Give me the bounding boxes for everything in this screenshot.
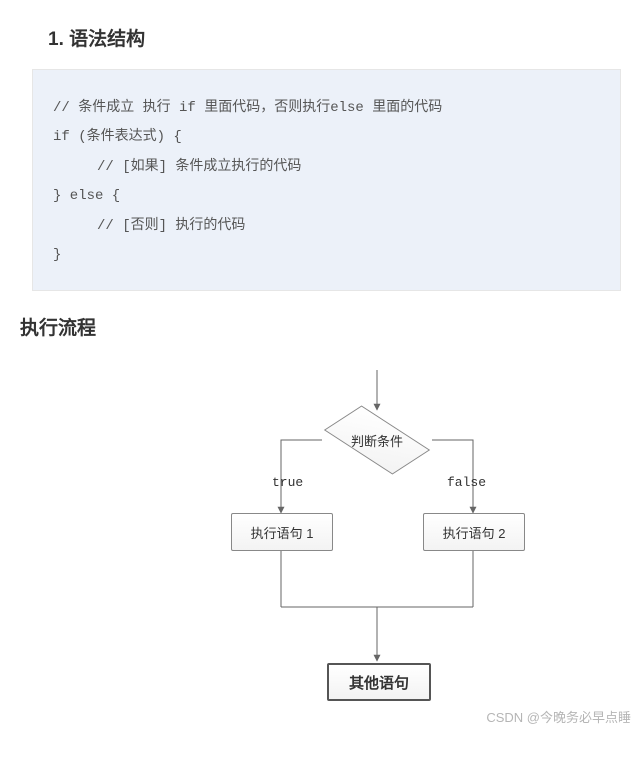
section-heading-flow: 执行流程	[20, 313, 641, 340]
flow-node-label: 执行语句 2	[443, 523, 506, 542]
flowchart: 判断条件 执行语句 1 执行语句 2 其他语句 true false CSDN …	[0, 340, 641, 730]
code-block: // 条件成立 执行 if 里面代码，否则执行else 里面的代码 if (条件…	[32, 69, 621, 291]
edge-label-false: false	[447, 475, 486, 490]
code-line: } else {	[53, 182, 600, 211]
flow-node-other: 其他语句	[327, 663, 431, 701]
watermark: CSDN @今晚务必早点睡	[486, 707, 631, 726]
code-line: // [如果] 条件成立执行的代码	[53, 153, 600, 182]
section-heading-syntax: 1. 语法结构	[48, 24, 641, 51]
code-line: // [否则] 执行的代码	[53, 212, 600, 241]
code-line: }	[53, 241, 600, 270]
flow-node-decision: 判断条件	[322, 410, 432, 470]
flow-node-stmt2: 执行语句 2	[423, 513, 525, 551]
flow-node-label: 判断条件	[322, 410, 432, 470]
edge-label-true: true	[272, 475, 303, 490]
code-line: // 条件成立 执行 if 里面代码，否则执行else 里面的代码	[53, 94, 600, 123]
flow-node-stmt1: 执行语句 1	[231, 513, 333, 551]
flow-node-label: 执行语句 1	[251, 523, 314, 542]
flow-node-label: 其他语句	[349, 672, 409, 693]
code-line: if (条件表达式) {	[53, 123, 600, 152]
